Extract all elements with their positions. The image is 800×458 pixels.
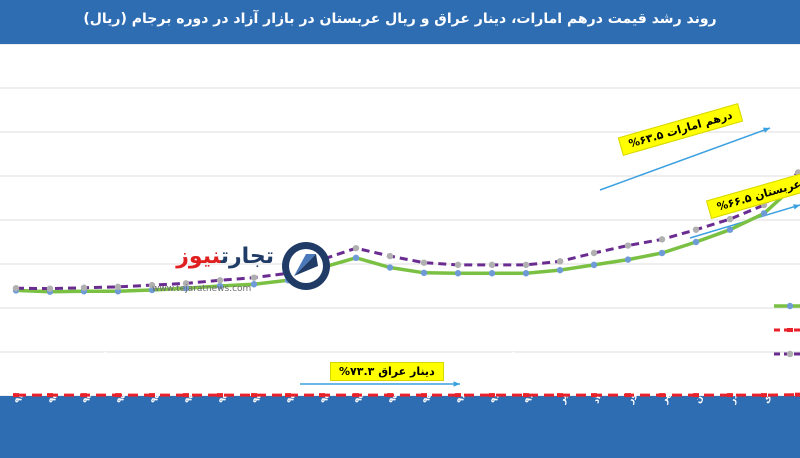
data-point-iqd [557,393,563,398]
data-point-iqd [489,393,495,398]
data-point-iqd [217,393,223,398]
data-point-sar [114,288,122,295]
data-point-sar [522,270,530,277]
data-point-sar [692,238,700,246]
data-point-aed [46,285,54,292]
data-point-iqd [625,393,631,398]
chart-title: روند رشد قیمت درهم امارات، دینار عراق و … [83,11,717,27]
data-point-aed [182,280,190,287]
category-axis-band [0,396,800,458]
data-point-aed [12,285,20,292]
series-line-sar [15,181,800,294]
data-point-sar [250,281,258,288]
legend-marker-aed [786,350,794,358]
data-point-iqd [285,393,291,398]
data-point-iqd [319,393,325,398]
logo-emblem-icon [282,242,330,290]
logo-name: تجارتنیوز [176,244,274,269]
logo-url: www.tejaratnews.com [152,284,252,294]
data-point-iqd [47,393,53,398]
logo-name-part2: نیوز [176,244,221,269]
data-point-aed [556,258,564,265]
data-point-aed [590,249,598,257]
legend-marker-sar [786,302,794,310]
data-point-sar [386,264,394,271]
data-point-iqd [591,393,597,398]
data-point-sar [454,270,462,277]
data-point-iqd [149,393,155,398]
data-point-iqd [421,393,427,398]
data-point-aed [692,226,700,233]
data-point-aed [148,281,156,289]
data-point-aed [386,252,394,260]
data-point-aed [488,261,496,269]
trend-arrow-aed [599,127,771,191]
data-point-sar [760,210,768,217]
data-point-iqd [693,393,699,398]
data-point-iqd [183,393,189,398]
data-point-sar [556,266,564,274]
data-point-aed [624,242,632,249]
data-point-iqd [115,393,121,398]
data-point-sar [420,269,428,276]
trend-arrow-aed-head [763,127,770,133]
data-point-aed [352,244,360,252]
data-point-iqd [81,393,87,398]
data-point-iqd [387,393,393,398]
data-point-iqd [13,393,19,398]
data-point-aed [726,215,734,223]
data-point-iqd [761,393,767,398]
data-point-sar [590,261,598,269]
data-point-sar [148,286,156,294]
data-point-aed [250,274,258,281]
data-point-sar [658,249,666,257]
data-point-iqd [795,392,800,397]
series-line-aed [15,171,800,291]
data-point-sar [488,270,496,277]
data-point-aed [658,236,666,243]
trend-arrow-iqd-head [453,381,460,387]
data-point-iqd [455,393,461,398]
data-point-sar [352,254,360,262]
data-point-iqd [659,393,665,398]
data-point-iqd [251,393,257,398]
data-point-iqd [353,393,359,398]
logo-name-part1: تجارت [220,244,274,269]
data-point-sar [182,285,190,292]
trend-arrow-sar-head [793,204,800,210]
data-point-sar [624,256,632,263]
title-bar: روند رشد قیمت درهم امارات، دینار عراق و … [0,0,800,44]
tejarat-news-logo: تجارتنیوز www.tejaratnews.com [152,240,332,304]
data-point-aed [114,283,122,291]
data-point-iqd [727,393,733,398]
data-point-aed [420,259,428,266]
callout-iqd: دینار عراق ۷۳.۳% [330,362,444,381]
legend-marker-iqd [787,328,793,332]
data-point-aed [522,261,530,269]
data-point-aed [454,261,462,269]
x-tick-label: بهمن [795,380,800,405]
data-point-sar [726,226,734,233]
data-point-iqd [523,393,529,398]
data-point-sar [216,282,224,290]
data-point-aed [80,284,88,291]
data-point-aed [216,277,224,284]
